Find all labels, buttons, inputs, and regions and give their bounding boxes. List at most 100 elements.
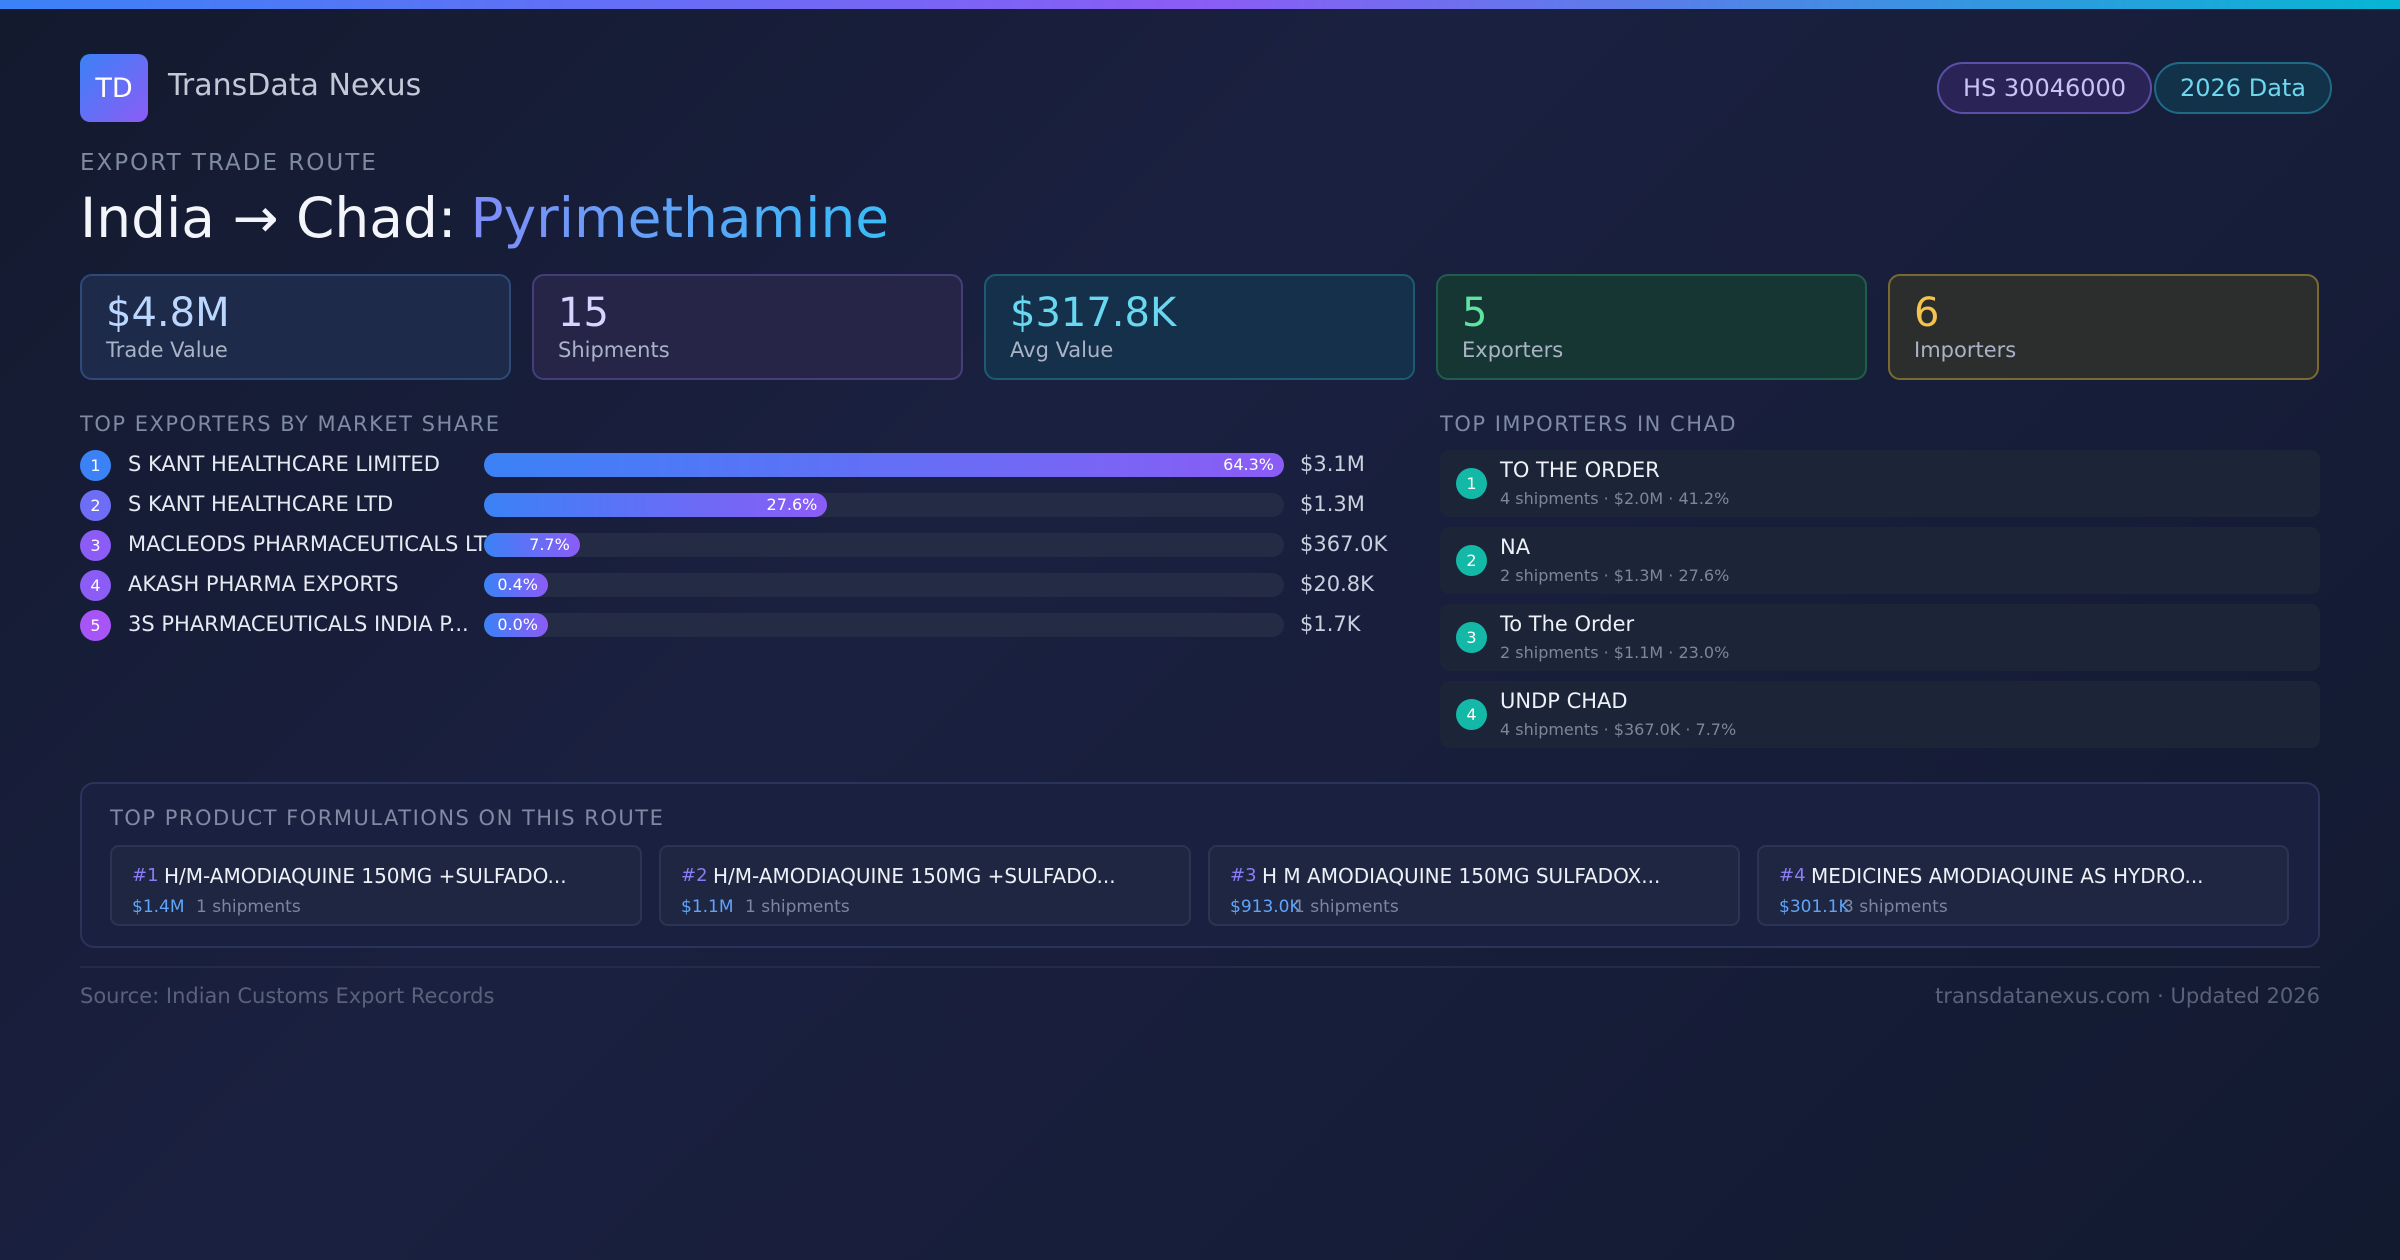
stat-card: $317.8K Avg Value xyxy=(984,274,1415,380)
exporter-name: S KANT HEALTHCARE LIMITED xyxy=(128,452,440,476)
accent-bar xyxy=(0,0,2400,9)
product-rank: #4 xyxy=(1779,865,1806,886)
stat-card: $4.8M Trade Value xyxy=(80,274,511,380)
share-label: 64.3% xyxy=(1223,455,1274,474)
importer-card: 4 UNDP CHAD 4 shipments · $367.0K · 7.7% xyxy=(1440,681,2320,748)
exporter-value: $1.7K xyxy=(1300,612,1361,636)
stat-card: 15 Shipments xyxy=(532,274,963,380)
bar-track: 64.3% xyxy=(484,453,1284,477)
product-shipments: 1 shipments xyxy=(745,897,850,917)
rank-badge: 4 xyxy=(80,570,111,601)
year-badge: 2026 Data xyxy=(2154,62,2333,114)
title-route: India → Chad: xyxy=(80,186,457,250)
exporter-row: 5 3S PHARMACEUTICALS INDIA P... 0.0% $1.7K xyxy=(80,608,1380,642)
product-card: #4 MEDICINES AMODIAQUINE AS HYDRO... $301.… xyxy=(1757,845,2289,926)
exporter-value: $20.8K xyxy=(1300,572,1374,596)
share-bar: 0.4% xyxy=(484,573,548,597)
logo: TD xyxy=(80,54,148,122)
importer-card: 3 To The Order 2 shipments · $1.1M · 23.0% xyxy=(1440,604,2320,671)
share-bar: 7.7% xyxy=(484,533,580,557)
product-rank: #2 xyxy=(681,865,708,886)
hs-badge: HS 30046000 xyxy=(1937,62,2153,114)
importer-card: 1 TO THE ORDER 4 shipments · $2.0M · 41.2% xyxy=(1440,450,2320,517)
source: Source: Indian Customs Export Records xyxy=(80,984,495,1008)
product-name: H/M-AMODIAQUINE 150MG +SULFADO... xyxy=(713,864,1116,888)
section-title: TOP EXPORTERS BY MARKET SHARE xyxy=(80,412,501,436)
product-shipments: 3 shipments xyxy=(1843,897,1948,917)
stat-label: Exporters xyxy=(1462,338,1564,362)
product-value: $301.1K xyxy=(1779,897,1850,917)
divider xyxy=(80,966,2320,968)
exporter-name: AKASH PHARMA EXPORTS xyxy=(128,572,399,596)
share-label: 27.6% xyxy=(766,495,818,514)
share-label: 0.4% xyxy=(497,575,538,594)
stat-label: Avg Value xyxy=(1010,338,1114,362)
exporter-row: 1 S KANT HEALTHCARE LIMITED 64.3% $3.1M xyxy=(80,448,1380,482)
importer-name: UNDP CHAD xyxy=(1500,689,1628,713)
stat-label: Trade Value xyxy=(106,338,228,362)
bar-track: 27.6% xyxy=(484,493,1284,517)
share-bar: 64.3% xyxy=(484,453,1284,477)
exporter-value: $367.0K xyxy=(1300,532,1388,556)
product-name: H/M-AMODIAQUINE 150MG +SULFADO... xyxy=(164,864,567,888)
rank-badge: 2 xyxy=(1456,545,1487,576)
bar-track: 0.4% xyxy=(484,573,1284,597)
share-bar: 27.6% xyxy=(484,493,828,517)
rank-badge: 1 xyxy=(80,450,111,481)
product-shipments: 1 shipments xyxy=(1294,897,1399,917)
product-card: #1 H/M-AMODIAQUINE 150MG +SULFADO... $1.4M… xyxy=(110,845,642,926)
bar-track: 0.0% xyxy=(484,613,1284,637)
exporter-row: 3 MACLEODS PHARMACEUTICALS LTD 7.7% $367.0K xyxy=(80,528,1387,562)
importer-detail: 4 shipments · $367.0K · 7.7% xyxy=(1500,720,1737,739)
stat-label: Shipments xyxy=(558,338,670,362)
product-rank: #1 xyxy=(132,865,159,886)
rank-badge: 4 xyxy=(1456,699,1487,730)
importer-card: 2 NA 2 shipments · $1.3M · 27.6% xyxy=(1440,527,2320,594)
stat-label: Importers xyxy=(1914,338,2017,362)
site: transdatanexus.com · Updated 2026 xyxy=(1935,984,2320,1008)
exporter-name: S KANT HEALTHCARE LTD xyxy=(128,492,394,516)
product-card: #3 H M AMODIAQUINE 150MG SULFADOX... $913.… xyxy=(1208,845,1740,926)
product-card: #2 H/M-AMODIAQUINE 150MG +SULFADO... $1.1M… xyxy=(659,845,1191,926)
exporter-name: 3S PHARMACEUTICALS INDIA P... xyxy=(128,612,469,636)
share-label: 7.7% xyxy=(529,535,570,554)
rank-badge: 5 xyxy=(80,610,111,641)
exporter-name: MACLEODS PHARMACEUTICALS LTD xyxy=(128,532,503,556)
exporter-value: $1.3M xyxy=(1300,492,1365,516)
exporter-row: 2 S KANT HEALTHCARE LTD 27.6% $1.3M xyxy=(80,488,1380,522)
stat-value: $317.8K xyxy=(1010,290,1177,336)
rank-badge: 3 xyxy=(1456,622,1487,653)
product-rank: #3 xyxy=(1230,865,1257,886)
section-title: TOP PRODUCT FORMULATIONS ON THIS ROUTE xyxy=(110,806,665,830)
share-bar: 0.0% xyxy=(484,613,548,637)
importer-detail: 4 shipments · $2.0M · 41.2% xyxy=(1500,489,1730,508)
stat-value: 6 xyxy=(1914,290,1940,336)
stat-value: 15 xyxy=(558,290,609,336)
product-value: $913.0K xyxy=(1230,897,1301,917)
section-title: TOP IMPORTERS IN CHAD xyxy=(1440,412,1738,436)
title-product: Pyrimethamine xyxy=(470,186,890,250)
brand: TransData Nexus xyxy=(168,68,422,103)
product-name: MEDICINES AMODIAQUINE AS HYDRO... xyxy=(1811,864,2204,888)
rank-badge: 2 xyxy=(80,490,111,521)
stat-value: 5 xyxy=(1462,290,1488,336)
importer-detail: 2 shipments · $1.1M · 23.0% xyxy=(1500,643,1730,662)
importer-detail: 2 shipments · $1.3M · 27.6% xyxy=(1500,566,1730,585)
bar-track: 7.7% xyxy=(484,533,1284,557)
exporter-value: $3.1M xyxy=(1300,452,1365,476)
stat-value: $4.8M xyxy=(106,290,230,336)
product-value: $1.1M xyxy=(681,897,734,917)
stat-card: 5 Exporters xyxy=(1436,274,1867,380)
importer-name: NA xyxy=(1500,535,1531,559)
product-shipments: 1 shipments xyxy=(196,897,301,917)
exporter-row: 4 AKASH PHARMA EXPORTS 0.4% $20.8K xyxy=(80,568,1380,602)
rank-badge: 1 xyxy=(1456,468,1487,499)
share-label: 0.0% xyxy=(497,615,538,634)
page-title: India → Chad: Pyrimethamine xyxy=(80,186,889,250)
eyebrow: EXPORT TRADE ROUTE xyxy=(80,150,378,176)
rank-badge: 3 xyxy=(80,530,111,561)
importer-name: TO THE ORDER xyxy=(1500,458,1660,482)
product-name: H M AMODIAQUINE 150MG SULFADOX... xyxy=(1262,864,1661,888)
stat-card: 6 Importers xyxy=(1888,274,2319,380)
